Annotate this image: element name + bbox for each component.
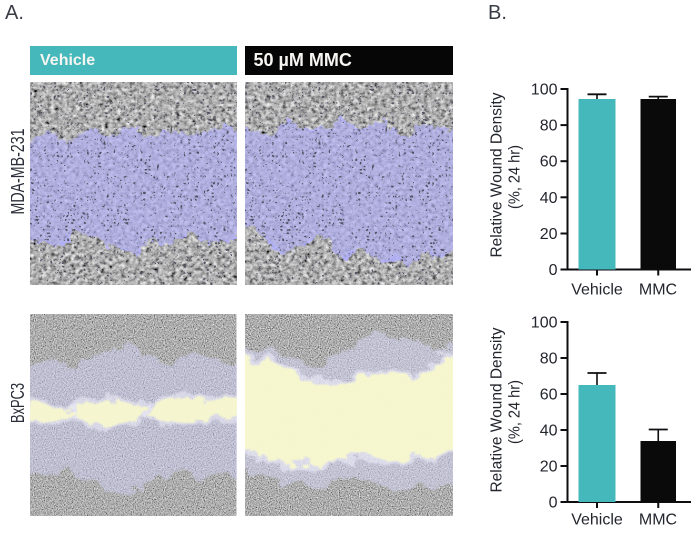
svg-text:Vehicle: Vehicle — [571, 282, 623, 299]
svg-text:60: 60 — [540, 154, 558, 171]
svg-text:40: 40 — [540, 423, 558, 440]
svg-text:MMC: MMC — [639, 512, 677, 529]
svg-text:20: 20 — [540, 459, 558, 476]
svg-text:80: 80 — [540, 351, 558, 368]
svg-text:40: 40 — [540, 190, 558, 207]
svg-text:Relative Wound Density: Relative Wound Density — [489, 93, 506, 258]
svg-text:20: 20 — [540, 226, 558, 243]
svg-text:Vehicle: Vehicle — [571, 512, 623, 529]
svg-text:0: 0 — [549, 262, 558, 279]
svg-text:Relative Wound Density: Relative Wound Density — [489, 328, 506, 493]
svg-text:(%, 24 hr): (%, 24 hr) — [507, 380, 524, 444]
svg-text:100: 100 — [531, 82, 558, 99]
svg-text:BxPC3: BxPC3 — [11, 383, 29, 423]
svg-text:MDA-MB-231: MDA-MB-231 — [11, 129, 29, 215]
svg-text:(%, 24 hr): (%, 24 hr) — [507, 145, 524, 209]
svg-text:MMC: MMC — [639, 282, 677, 299]
svg-text:0: 0 — [549, 495, 558, 512]
svg-text:80: 80 — [540, 118, 558, 135]
svg-text:100: 100 — [531, 315, 558, 332]
svg-text:60: 60 — [540, 387, 558, 404]
